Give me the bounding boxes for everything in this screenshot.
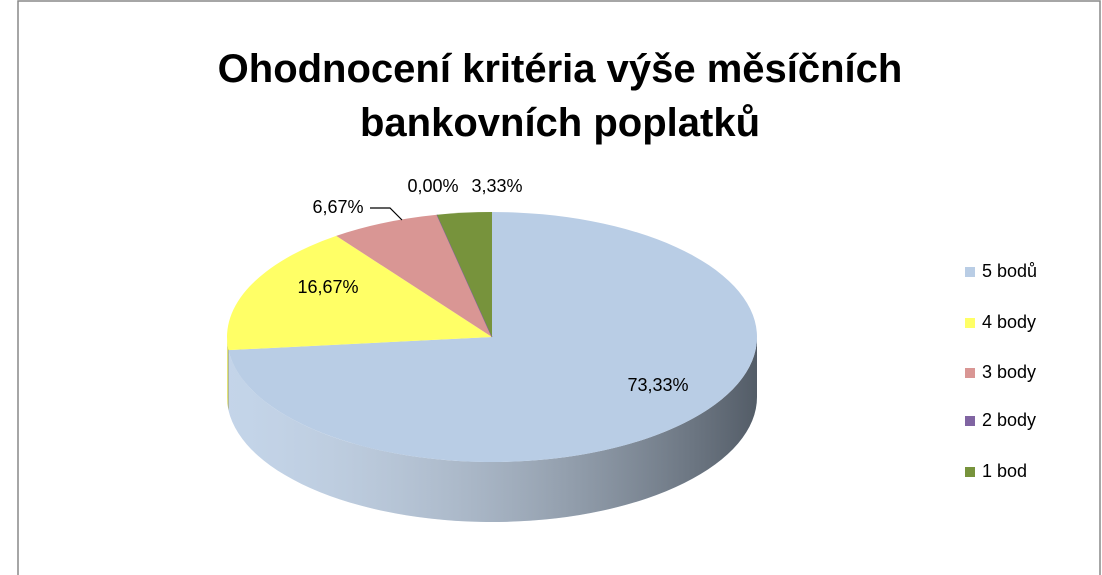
chart-border — [17, 0, 1101, 575]
pie-slice — [436, 212, 492, 337]
data-label: 0,00% — [407, 176, 458, 196]
legend-swatch — [965, 267, 975, 277]
data-label: 3,33% — [471, 176, 522, 196]
legend-swatch — [965, 368, 975, 378]
pie-slice — [226, 235, 492, 351]
leader-line — [370, 207, 403, 221]
legend-swatch — [965, 416, 975, 426]
legend-label: 3 body — [982, 362, 1036, 382]
legend-swatch — [965, 467, 975, 477]
legend-swatch — [965, 318, 975, 328]
pie-slice — [228, 212, 757, 462]
pie-slice-side-shade — [228, 337, 757, 523]
chart-title: Ohodnocení kritéria výše měsíčních banko… — [217, 47, 903, 145]
pie-slice — [336, 214, 492, 337]
legend-label: 2 body — [982, 410, 1036, 430]
data-label: 6,67% — [312, 197, 363, 217]
data-label: 16,67% — [297, 277, 358, 297]
legend-label: 4 body — [982, 312, 1036, 332]
legend-label: 5 bodů — [982, 261, 1037, 281]
data-label: 73,33% — [627, 375, 688, 395]
legend-label: 1 bod — [982, 461, 1027, 481]
pie-slice-side-shade — [227, 337, 229, 411]
